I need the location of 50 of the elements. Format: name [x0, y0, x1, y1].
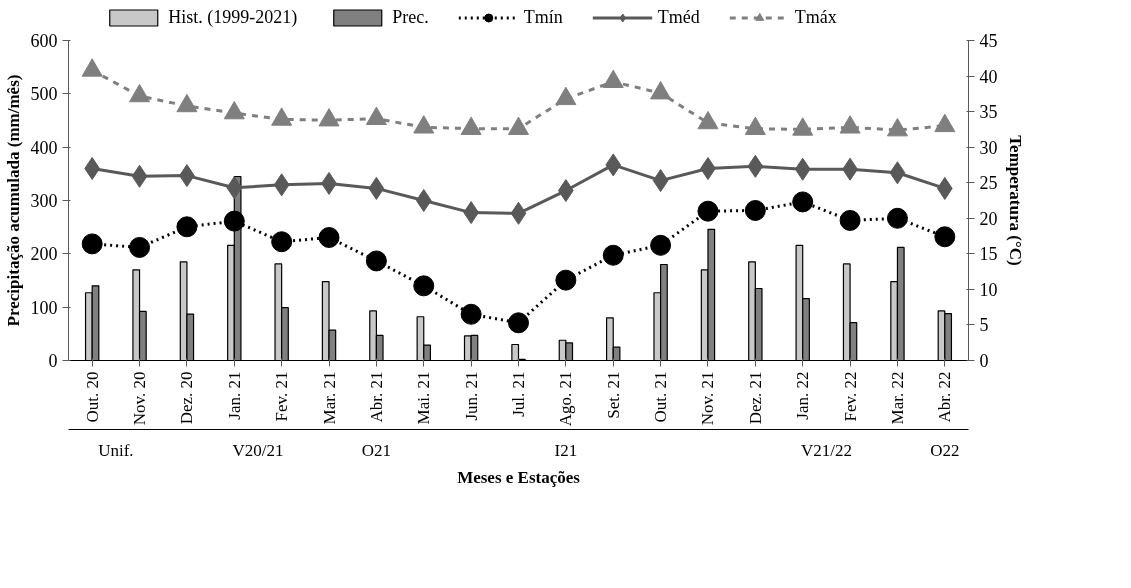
legend-label: Tmín	[523, 6, 563, 28]
y2-tick-label: 30	[979, 137, 998, 158]
x-tick-label: Abr. 22	[935, 371, 955, 423]
y2-tick-label: 5	[979, 315, 989, 336]
y-tick-label: 300	[30, 191, 58, 211]
y2-tick-label: 10	[979, 279, 998, 300]
x-tick-label: Jan. 22	[793, 371, 813, 420]
y-tick-label: 500	[30, 84, 58, 105]
x-tick-label: Mar. 21	[319, 371, 339, 425]
legend-label: Tméd	[657, 6, 700, 28]
y2-tick-label: 40	[979, 66, 998, 87]
y-tick-label: 400	[30, 137, 58, 158]
x-tick-label: Dez. 20	[177, 371, 197, 425]
x-tick-label: Fev. 22	[840, 371, 860, 422]
y-axis-title: Precipitação acumulada (mm/mês)	[3, 74, 23, 327]
x-tick-label: Out. 21	[651, 371, 671, 423]
x-tick-label: Jul. 21	[509, 371, 528, 417]
y2-tick-label: 35	[979, 102, 998, 123]
y2-tick-label: 20	[979, 208, 998, 229]
x-tick-label: Nov. 21	[698, 371, 718, 426]
x-tick-label: Mai. 21	[414, 371, 434, 425]
y2-tick-label: 0	[979, 351, 989, 371]
x-tick-label: Set. 21	[603, 371, 623, 419]
y2-tick-label: 45	[979, 31, 998, 51]
y-tick-label: 200	[30, 244, 58, 265]
text: O22	[930, 440, 960, 460]
text: O21	[361, 440, 392, 460]
text: I21	[554, 440, 578, 460]
y-tick-label: 100	[30, 297, 58, 318]
x-tick-label: Ago. 21	[556, 371, 576, 427]
x-tick-label: Jan. 21	[224, 371, 244, 420]
legend-label: Tmáx	[794, 6, 837, 28]
x-tick-label: Jun. 21	[461, 371, 481, 421]
x-tick-label: Abr. 21	[366, 371, 386, 423]
y2-tick-label: 15	[979, 244, 998, 265]
x-tick-label: Out. 20	[82, 371, 102, 423]
legend-label: Prec.	[392, 6, 429, 28]
x-tick-label: Dez. 21	[745, 371, 765, 425]
text: V21/22	[800, 440, 852, 460]
x-tick-label: Mar. 22	[887, 371, 907, 425]
y2-axis-title: Temperatura (°C)	[1005, 135, 1025, 266]
y-tick-label: 600	[30, 31, 58, 51]
legend-label: Hist. (1999-2021)	[168, 6, 298, 28]
text: V20/21	[232, 440, 284, 460]
y-tick-label: 0	[48, 351, 58, 371]
x-tick-label: Fev. 21	[272, 371, 292, 422]
y2-tick-label: 25	[979, 173, 998, 194]
text: Unif.	[98, 440, 134, 460]
x-tick-label: Nov. 20	[130, 371, 150, 426]
x-axis-title: Meses e Estações	[457, 467, 581, 487]
